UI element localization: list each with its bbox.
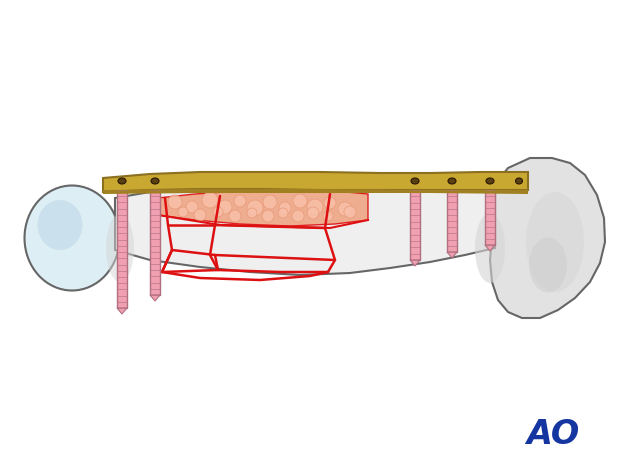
Circle shape (278, 208, 288, 218)
Text: AO: AO (526, 419, 580, 452)
Bar (447, 190, 457, 252)
Polygon shape (490, 158, 605, 318)
Polygon shape (447, 252, 457, 258)
Polygon shape (410, 260, 420, 266)
Circle shape (213, 207, 223, 217)
Bar (117, 190, 127, 308)
Circle shape (344, 206, 356, 218)
Circle shape (234, 195, 246, 207)
Circle shape (263, 195, 277, 209)
Circle shape (168, 195, 182, 209)
Circle shape (247, 200, 263, 216)
Polygon shape (117, 308, 127, 314)
Circle shape (307, 207, 319, 219)
Ellipse shape (448, 178, 456, 184)
Ellipse shape (25, 185, 120, 291)
Circle shape (194, 209, 206, 221)
Bar (485, 190, 495, 245)
Bar (410, 190, 420, 260)
Polygon shape (485, 245, 495, 251)
Ellipse shape (37, 200, 82, 250)
Circle shape (292, 210, 304, 222)
Polygon shape (103, 172, 528, 192)
Ellipse shape (515, 178, 523, 184)
Polygon shape (150, 295, 160, 301)
Circle shape (229, 210, 241, 222)
Circle shape (307, 199, 323, 215)
Polygon shape (158, 190, 368, 226)
Circle shape (338, 202, 352, 216)
Circle shape (323, 211, 333, 221)
Ellipse shape (486, 178, 494, 184)
Ellipse shape (411, 178, 419, 184)
Polygon shape (115, 184, 495, 275)
Polygon shape (103, 189, 528, 194)
Ellipse shape (118, 178, 126, 184)
Bar (150, 190, 160, 295)
Circle shape (324, 197, 336, 209)
Circle shape (178, 207, 188, 217)
Circle shape (186, 201, 198, 213)
Ellipse shape (526, 192, 584, 292)
Ellipse shape (151, 178, 159, 184)
Circle shape (218, 200, 232, 214)
Ellipse shape (475, 213, 505, 283)
Ellipse shape (529, 237, 567, 292)
Ellipse shape (106, 214, 134, 282)
Circle shape (262, 210, 274, 222)
Circle shape (293, 194, 307, 208)
Circle shape (247, 208, 257, 218)
Circle shape (279, 202, 291, 214)
Circle shape (202, 192, 218, 208)
